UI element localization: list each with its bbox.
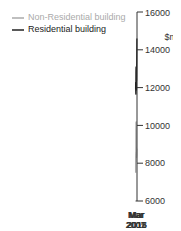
- svg-text:6000: 6000: [145, 196, 165, 206]
- svg-text:Mar2015: Mar2015: [127, 210, 147, 230]
- svg-text:14000: 14000: [145, 45, 170, 55]
- svg-text:10000: 10000: [145, 121, 170, 131]
- svg-text:16000: 16000: [145, 8, 170, 18]
- svg-text:12000: 12000: [145, 83, 170, 93]
- svg-text:Mar2013: Mar2013: [127, 210, 147, 230]
- svg-text:8000: 8000: [145, 158, 165, 168]
